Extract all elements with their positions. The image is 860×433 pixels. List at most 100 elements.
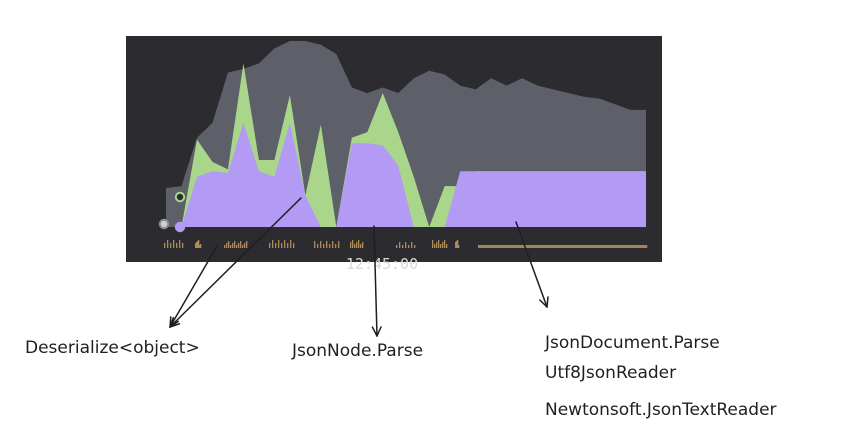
arrow-deserialize-right-line — [169, 197, 302, 328]
activity-bar — [576, 245, 578, 248]
activity-bar — [515, 245, 517, 248]
activity-bar — [529, 245, 531, 248]
activity-bar — [629, 245, 631, 248]
activity-bar — [182, 243, 184, 248]
activity-bar — [577, 245, 579, 248]
activity-bar — [442, 242, 444, 248]
activity-bar — [195, 243, 197, 248]
activity-bar — [573, 245, 575, 248]
activity-bar — [440, 244, 442, 248]
activity-bar — [611, 245, 613, 248]
activity-bar — [326, 241, 328, 248]
annotation-newtonsoft-jsontextreader: Newtonsoft.JsonTextReader — [545, 400, 777, 420]
activity-bar — [569, 245, 571, 248]
activity-bar — [535, 245, 537, 248]
activity-bar — [558, 245, 560, 248]
activity-bar — [485, 245, 487, 248]
activity-bar — [642, 245, 644, 248]
activity-bar — [552, 245, 554, 248]
activity-bar — [396, 245, 398, 248]
activity-bar — [572, 245, 574, 248]
activity-bar — [631, 245, 633, 248]
activity-bar — [281, 243, 283, 248]
activity-bar — [612, 245, 614, 248]
activity-bar — [284, 240, 286, 248]
activity-bar — [458, 245, 460, 248]
activity-bar — [543, 245, 545, 248]
activity-bar — [456, 241, 458, 248]
activity-bar — [329, 244, 331, 248]
activity-bar — [602, 245, 604, 248]
activity-bar — [538, 245, 540, 248]
annotation-jsondocument-parse: JsonDocument.Parse — [544, 333, 720, 353]
activity-bar — [559, 245, 561, 248]
activity-bar — [246, 241, 248, 248]
activity-bar — [638, 245, 640, 248]
activity-bar — [589, 245, 591, 248]
activity-bar — [399, 242, 401, 248]
activity-bar — [582, 245, 584, 248]
activity-bar — [620, 245, 622, 248]
activity-bar — [498, 245, 500, 248]
activity-bar — [621, 245, 623, 248]
activity-bar — [495, 245, 497, 248]
arrow-deserialize-right-head-1 — [169, 323, 181, 328]
activity-bar — [199, 245, 201, 248]
activity-bar — [574, 245, 576, 248]
arrow-jsonnode-parse-head-1 — [376, 326, 382, 337]
arrow-jsonnode-parse-head-0 — [371, 326, 378, 337]
activity-bar — [502, 245, 504, 248]
activity-bar — [600, 245, 602, 248]
activity-bar — [272, 240, 274, 248]
activity-bar — [481, 245, 483, 248]
activity-bar — [604, 245, 606, 248]
activity-bar — [585, 245, 587, 248]
activity-bar — [526, 245, 528, 248]
activity-bar — [242, 245, 244, 248]
activity-bar — [516, 245, 518, 248]
activity-bar — [167, 240, 169, 248]
activity-bar — [561, 245, 563, 248]
activity-strip — [164, 240, 648, 248]
activity-bar — [636, 245, 638, 248]
activity-bar — [580, 245, 582, 248]
activity-bar — [628, 245, 630, 248]
activity-bar — [478, 245, 480, 248]
activity-bar — [590, 245, 592, 248]
activity-bar — [520, 245, 522, 248]
timeline-markers — [158, 191, 186, 233]
activity-bar — [568, 245, 570, 248]
activity-bar — [517, 245, 519, 248]
activity-bar — [500, 245, 502, 248]
activity-bar — [607, 245, 609, 248]
activity-bar — [323, 244, 325, 248]
activity-bar — [176, 243, 178, 248]
activity-bar — [480, 245, 482, 248]
activity-bar — [608, 245, 610, 248]
activity-bar — [634, 245, 636, 248]
activity-bar — [624, 245, 626, 248]
activity-bar — [532, 245, 534, 248]
activity-bar — [240, 241, 242, 248]
activity-bar — [504, 245, 506, 248]
activity-bar — [232, 243, 234, 248]
annotation-deserialize-object: Deserialize<object> — [25, 338, 200, 358]
activity-bar — [518, 245, 520, 248]
activity-bar — [496, 245, 498, 248]
activity-bar — [541, 245, 543, 248]
activity-bar — [360, 244, 362, 248]
activity-bar — [551, 245, 553, 248]
activity-bar — [566, 245, 568, 248]
activity-bar — [493, 245, 495, 248]
arrow-jsondocument-parse-head-0 — [539, 299, 548, 308]
activity-bar — [625, 245, 627, 248]
activity-bar — [492, 245, 494, 248]
activity-bar — [539, 245, 541, 248]
activity-bar — [598, 245, 600, 248]
activity-bar — [614, 245, 616, 248]
activity-bar — [332, 241, 334, 248]
activity-bar — [402, 245, 404, 248]
activity-bar — [317, 244, 319, 248]
activity-bar — [494, 245, 496, 248]
activity-bar — [567, 245, 569, 248]
